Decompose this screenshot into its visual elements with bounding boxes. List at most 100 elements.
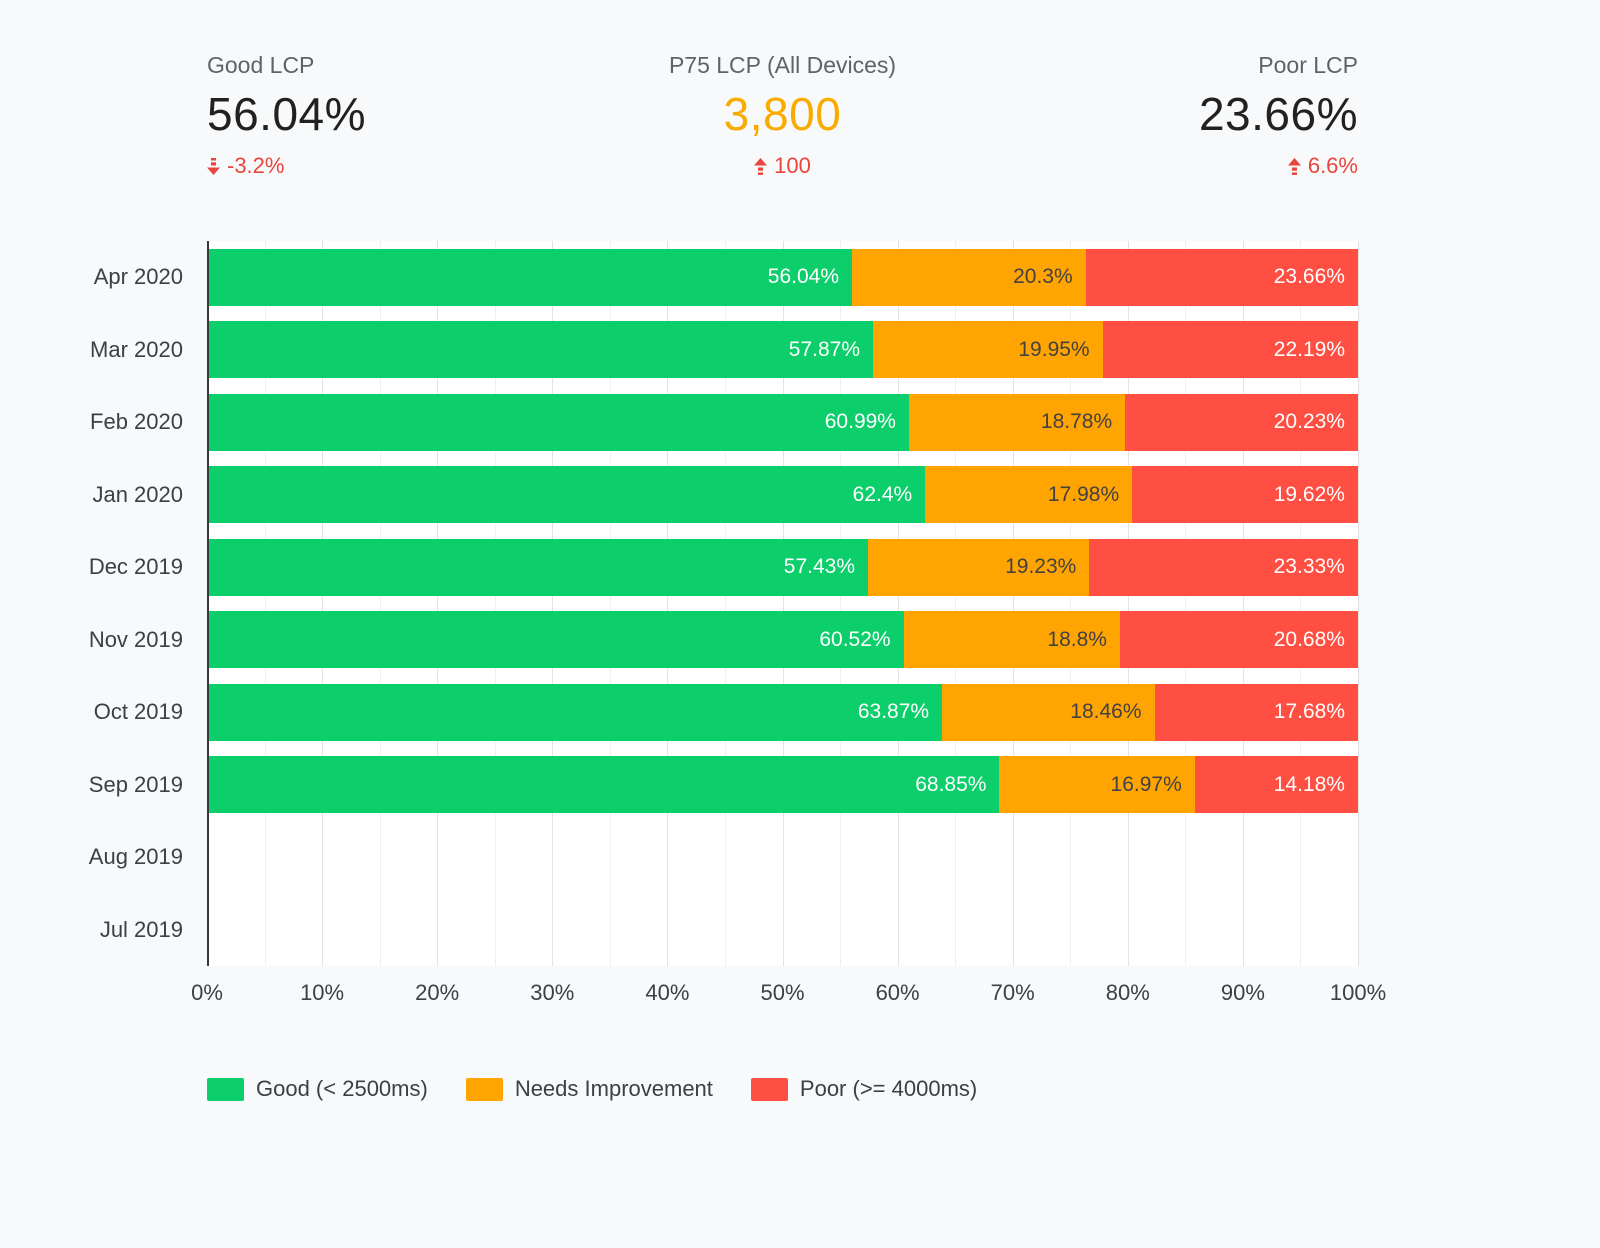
- kpi-value: 23.66%: [1198, 88, 1358, 140]
- bar-value-label: 57.43%: [783, 555, 856, 579]
- x-axis-tick: 0%: [191, 980, 223, 1005]
- bar-segment[interactable]: 16.97%: [999, 756, 1195, 814]
- bar-segment[interactable]: 20.23%: [1125, 393, 1358, 451]
- gridline: [264, 241, 266, 966]
- chart-row: Dec 2019 57.43% 19.23% 23.33%: [89, 531, 1358, 604]
- y-axis-label: Aug 2019: [88, 844, 183, 870]
- bar-segment[interactable]: 22.19%: [1102, 321, 1358, 379]
- chart-row: Apr 2020 56.04% 20.3% 23.66%: [94, 241, 1358, 314]
- y-axis-label: Dec 2019: [88, 554, 183, 580]
- bar-segment[interactable]: 18.8%: [903, 611, 1120, 669]
- gridline: [840, 241, 842, 966]
- bar-value-label: 19.23%: [1005, 555, 1077, 579]
- bar-segment[interactable]: 60.52%: [207, 611, 904, 669]
- chart-row: Aug 2019: [89, 821, 1358, 894]
- bar-segment[interactable]: 17.98%: [925, 466, 1133, 524]
- bar-segment[interactable]: 60.99%: [207, 393, 909, 451]
- legend-swatch: [207, 1077, 244, 1101]
- gridline: [1242, 241, 1244, 966]
- bar-segment[interactable]: 63.87%: [207, 683, 943, 741]
- gridline: [724, 241, 726, 966]
- y-axis-label: Sep 2019: [88, 771, 183, 797]
- bar-value-label: 56.04%: [767, 265, 840, 289]
- bar-segment[interactable]: 14.18%: [1194, 756, 1358, 814]
- bar-value-label: 23.33%: [1273, 555, 1345, 579]
- gridline: [494, 241, 496, 966]
- gridline: [1070, 241, 1072, 966]
- bar-segment[interactable]: 56.04%: [207, 248, 853, 306]
- kpi-label: P75 LCP (All Devices): [668, 52, 897, 78]
- legend-item: Poor (>= 4000ms): [750, 1076, 978, 1102]
- legend-label: Poor (>= 4000ms): [799, 1076, 978, 1101]
- kpi-poor-lcp: Poor LCP 23.66% 6.6%: [1199, 52, 1358, 179]
- y-axis-label: Apr 2020: [93, 264, 183, 290]
- legend-item: Good (< 2500ms): [207, 1076, 428, 1102]
- stacked-bar: [207, 829, 1358, 886]
- bar-value-label: 68.85%: [915, 772, 987, 796]
- gridline: [1012, 241, 1014, 966]
- bar-value-label: 60.99%: [824, 410, 896, 434]
- kpi-delta: -3.2%: [207, 153, 366, 179]
- bar-segment[interactable]: 19.62%: [1132, 466, 1358, 524]
- bar-segment[interactable]: 20.3%: [852, 248, 1086, 306]
- arrow-up-icon: [754, 157, 768, 175]
- gridlines: [207, 241, 1359, 966]
- bar-value-label: 18.78%: [1040, 410, 1113, 434]
- chart-row: Feb 2020 60.99% 18.78% 20.23%: [90, 386, 1358, 459]
- chart-row: Jan 2020 62.4% 17.98% 19.62%: [92, 459, 1358, 532]
- bar-value-label: 17.68%: [1273, 700, 1345, 724]
- bar-segment[interactable]: 20.68%: [1119, 611, 1358, 669]
- chart-rows: Apr 2020 56.04% 20.3% 23.66% Mar 2020 57.87% 1…: [89, 241, 1358, 966]
- stacked-bar: 57.43% 19.23% 23.33%: [207, 538, 1358, 596]
- kpi-delta: 100: [669, 153, 896, 179]
- bar-segment[interactable]: 19.23%: [868, 538, 1090, 596]
- stacked-bar: 60.52% 18.8% 20.68%: [207, 611, 1358, 669]
- y-axis-label: Oct 2019: [93, 699, 183, 725]
- plot-area: Apr 2020 56.04% 20.3% 23.66% Mar 2020 57.87% 1…: [89, 241, 1359, 966]
- kpi-delta-value: 100: [774, 153, 811, 178]
- x-axis-tick: 50%: [760, 980, 805, 1005]
- x-axis-tick: 30%: [530, 980, 575, 1005]
- bar-segment[interactable]: 18.46%: [942, 683, 1155, 741]
- legend-label: Needs Improvement: [514, 1076, 713, 1101]
- bar-value-label: 20.3%: [1013, 265, 1073, 289]
- x-axis-tick: 10%: [300, 980, 345, 1005]
- bar-segment[interactable]: 18.78%: [908, 393, 1126, 451]
- gridline: [379, 241, 381, 966]
- bar-segment[interactable]: 17.68%: [1154, 683, 1358, 741]
- y-axis-label: Feb 2020: [90, 409, 183, 435]
- stacked-bar: 63.87% 18.46% 17.68%: [207, 683, 1358, 741]
- bar-value-label: 16.97%: [1110, 772, 1182, 796]
- kpi-p75-lcp: P75 LCP (All Devices) 3,800 100: [669, 52, 896, 179]
- stacked-bar: 60.99% 18.78% 20.23%: [207, 393, 1358, 451]
- bar-value-label: 19.62%: [1273, 482, 1345, 506]
- gridline: [782, 241, 784, 966]
- bar-segment[interactable]: 23.33%: [1089, 538, 1358, 596]
- gridline: [552, 241, 554, 966]
- bar-segment[interactable]: 23.66%: [1085, 248, 1358, 306]
- x-axis-tick: 90%: [1220, 980, 1265, 1005]
- stacked-bar: 62.4% 17.98% 19.62%: [207, 466, 1358, 524]
- arrow-up-icon: [1287, 157, 1301, 175]
- gridline: [667, 241, 669, 966]
- bar-segment[interactable]: 19.95%: [873, 321, 1103, 379]
- y-axis-label: Mar 2020: [90, 336, 183, 362]
- bar-segment[interactable]: 68.85%: [207, 756, 1000, 814]
- kpi-value: 3,800: [723, 88, 842, 140]
- gridline: [955, 241, 957, 966]
- bar-segment[interactable]: 62.4%: [207, 466, 926, 524]
- bar-segment[interactable]: 57.87%: [207, 321, 874, 379]
- bar-value-label: 20.23%: [1273, 410, 1345, 434]
- bar-segment[interactable]: 57.43%: [207, 538, 869, 596]
- stacked-bar: 56.04% 20.3% 23.66%: [207, 248, 1358, 306]
- kpi-delta-value: 6.6%: [1307, 153, 1358, 178]
- bar-value-label: 60.52%: [819, 627, 891, 651]
- stacked-bar: [207, 901, 1358, 958]
- gridline: [1300, 241, 1302, 966]
- x-axis-tick: 100%: [1329, 980, 1387, 1005]
- x-axis-tick: 60%: [875, 980, 920, 1005]
- arrow-down-icon: [207, 157, 220, 175]
- x-axis-tick: 70%: [990, 980, 1035, 1005]
- legend-swatch: [465, 1077, 503, 1101]
- x-axis-tick: 80%: [1105, 980, 1150, 1005]
